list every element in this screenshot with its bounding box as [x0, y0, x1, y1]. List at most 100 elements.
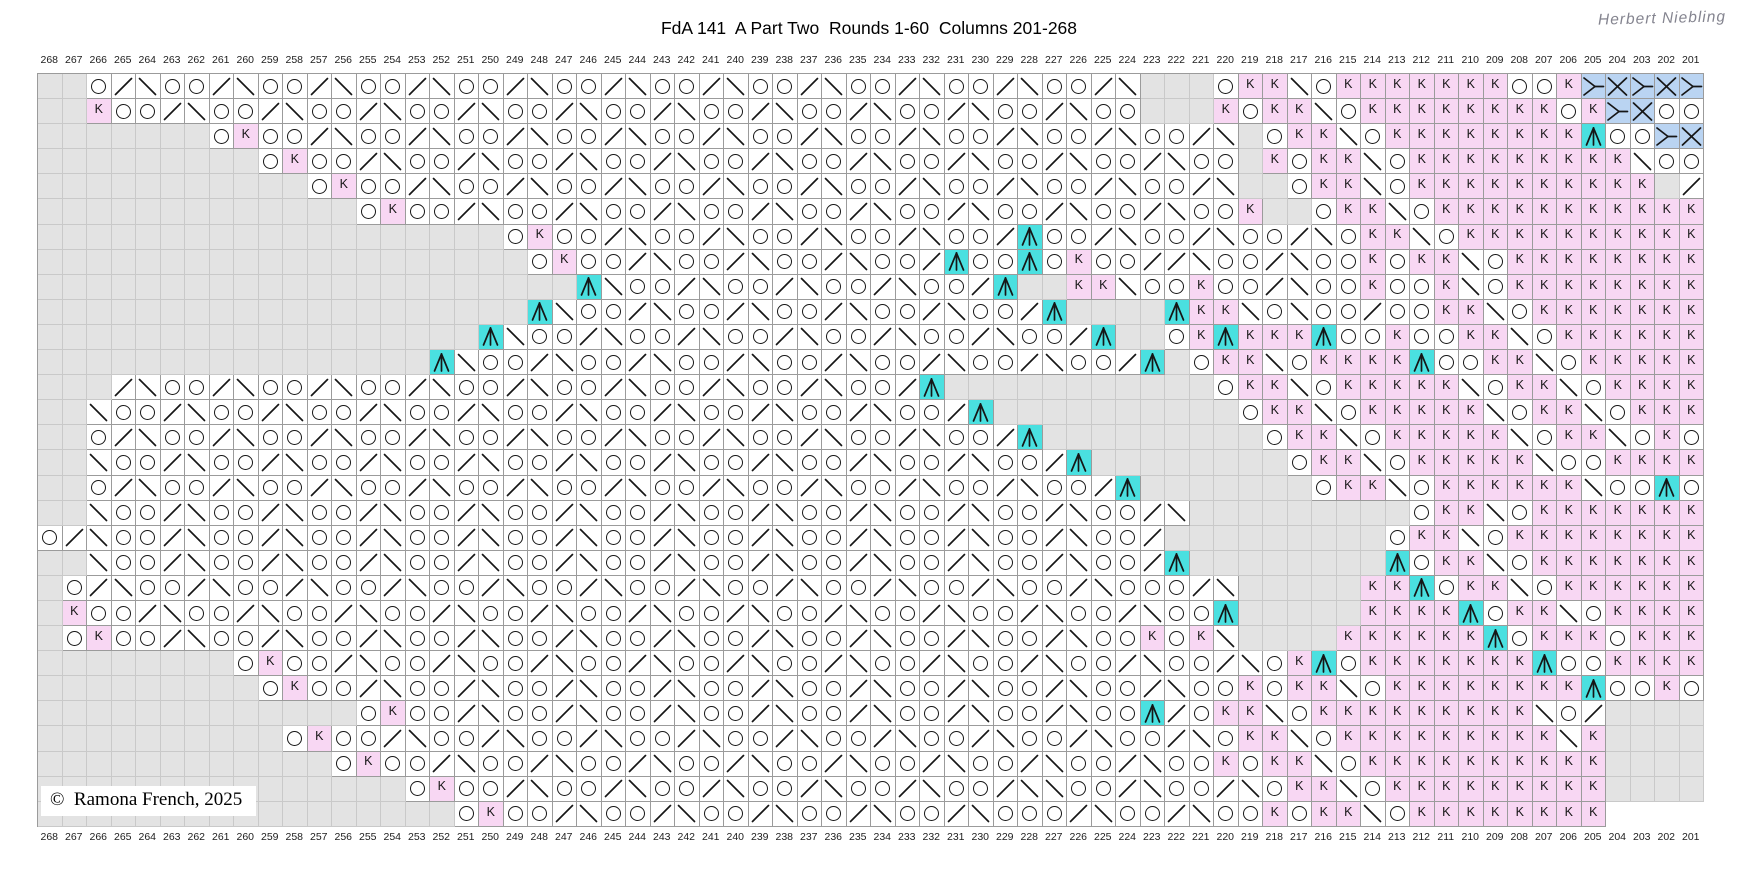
cell-knit: K: [1312, 701, 1337, 727]
cell-ssk: [675, 400, 700, 426]
cell-yarn-over: [356, 475, 381, 501]
cell-yarn-over: [1116, 676, 1141, 702]
cell-yarn-over: [577, 751, 602, 777]
cell-yarn-over: [822, 701, 847, 727]
cell-no-stitch: [1606, 776, 1631, 802]
cell-no-stitch: [307, 751, 332, 777]
cell-knit: K: [1532, 124, 1557, 150]
cell-yarn-over: [1116, 575, 1141, 601]
column-label: 206: [1559, 54, 1578, 66]
cell-k2tog: [601, 224, 626, 250]
cell-k2tog: [724, 600, 749, 627]
cell-ssk: [381, 99, 406, 125]
cell-yarn-over: [773, 475, 798, 501]
cell-yarn-over: [871, 425, 896, 451]
cell-ssk: [822, 174, 847, 200]
cell-ssk: [699, 575, 724, 601]
cell-knit: K: [1410, 124, 1435, 150]
cell-ssk: [552, 751, 577, 777]
cell-knit: K: [1557, 425, 1582, 451]
cell-knit: K: [1434, 751, 1459, 777]
cell-yarn-over: [920, 626, 945, 652]
cell-yarn-over: [1361, 676, 1386, 702]
cell-ssk: [577, 801, 602, 827]
cell-yarn-over: [675, 651, 700, 677]
cell-yarn-over: [1312, 726, 1337, 752]
cell-ssk: [1091, 801, 1116, 827]
cell-ssk: [1238, 299, 1263, 325]
column-label: 221: [1191, 831, 1210, 843]
cell-knit: K: [1483, 174, 1508, 200]
cell-yarn-over: [846, 475, 871, 501]
cell-yarn-over: [797, 701, 822, 727]
cell-ssk: [797, 324, 822, 351]
cell-ssk: [1140, 751, 1165, 777]
cell-k2tog: [234, 600, 259, 627]
cell-knit: K: [1459, 124, 1484, 150]
cell-k2tog: [944, 500, 969, 526]
column-label: 258: [285, 54, 304, 66]
cell-yarn-over: [577, 249, 602, 275]
cell-no-stitch: [405, 274, 430, 300]
cell-k2tog: [454, 500, 479, 526]
cell-no-stitch: [1361, 500, 1386, 526]
cell-yarn-over: [1140, 274, 1165, 300]
cell-knit: K: [1361, 626, 1386, 652]
cell-yarn-over: [797, 751, 822, 777]
cell-no-stitch: [62, 149, 87, 175]
column-label: 260: [236, 831, 255, 843]
cell-ssk: [1042, 600, 1067, 627]
cell-no-stitch: [136, 199, 161, 225]
cell-k2tog: [479, 726, 504, 752]
cell-knit: K: [1679, 450, 1704, 476]
cell-yarn-over: [601, 199, 626, 225]
cell-yarn-over: [356, 575, 381, 601]
cell-yarn-over: [503, 500, 528, 526]
cell-knit: K: [430, 776, 455, 802]
cell-no-stitch: [430, 224, 455, 250]
column-label: 214: [1363, 831, 1382, 843]
cell-k2tog: [1018, 600, 1043, 627]
cell-ssk: [773, 149, 798, 175]
cell-knit: K: [87, 626, 112, 652]
cell-knit: K: [1410, 801, 1435, 827]
cell-no-stitch: [381, 249, 406, 275]
cell-yarn-over: [356, 74, 381, 100]
cell-knit: K: [1361, 375, 1386, 401]
cell-yarn-over: [822, 525, 847, 551]
cell-ssk: [258, 600, 283, 627]
cell-yarn-over: [577, 651, 602, 677]
cell-ssk: [895, 324, 920, 351]
cell-yarn-over: [405, 600, 430, 627]
cell-knit: K: [1459, 575, 1484, 601]
column-label: 203: [1632, 54, 1651, 66]
cell-central-double-decrease: [1018, 249, 1043, 275]
cell-yarn-over: [920, 149, 945, 175]
cell-yarn-over: [944, 124, 969, 150]
cell-k2tog: [797, 776, 822, 802]
cell-yarn-over: [503, 651, 528, 677]
cell-knit: K: [1483, 450, 1508, 476]
cell-k2tog: [944, 525, 969, 551]
column-label: 211: [1437, 54, 1455, 66]
cell-yarn-over: [773, 375, 798, 401]
cell-knit: K: [1287, 751, 1312, 777]
cell-yarn-over: [1385, 801, 1410, 827]
cell-k2tog: [944, 801, 969, 827]
cell-yarn-over: [1214, 199, 1239, 225]
cell-no-stitch: [1287, 600, 1312, 627]
column-label: 202: [1657, 54, 1676, 66]
cell-yarn-over: [1410, 500, 1435, 526]
cell-ssk: [479, 450, 504, 476]
cell-yarn-over: [1385, 450, 1410, 476]
cell-ssk: [773, 626, 798, 652]
cell-knit: K: [1532, 224, 1557, 250]
cell-k2tog: [626, 249, 651, 275]
cell-knit: K: [1630, 199, 1655, 225]
cell-ssk: [675, 99, 700, 125]
cell-ssk: [1067, 626, 1092, 652]
cell-knit: K: [1238, 199, 1263, 225]
cell-k2tog: [1042, 500, 1067, 526]
cell-yarn-over: [209, 600, 234, 627]
